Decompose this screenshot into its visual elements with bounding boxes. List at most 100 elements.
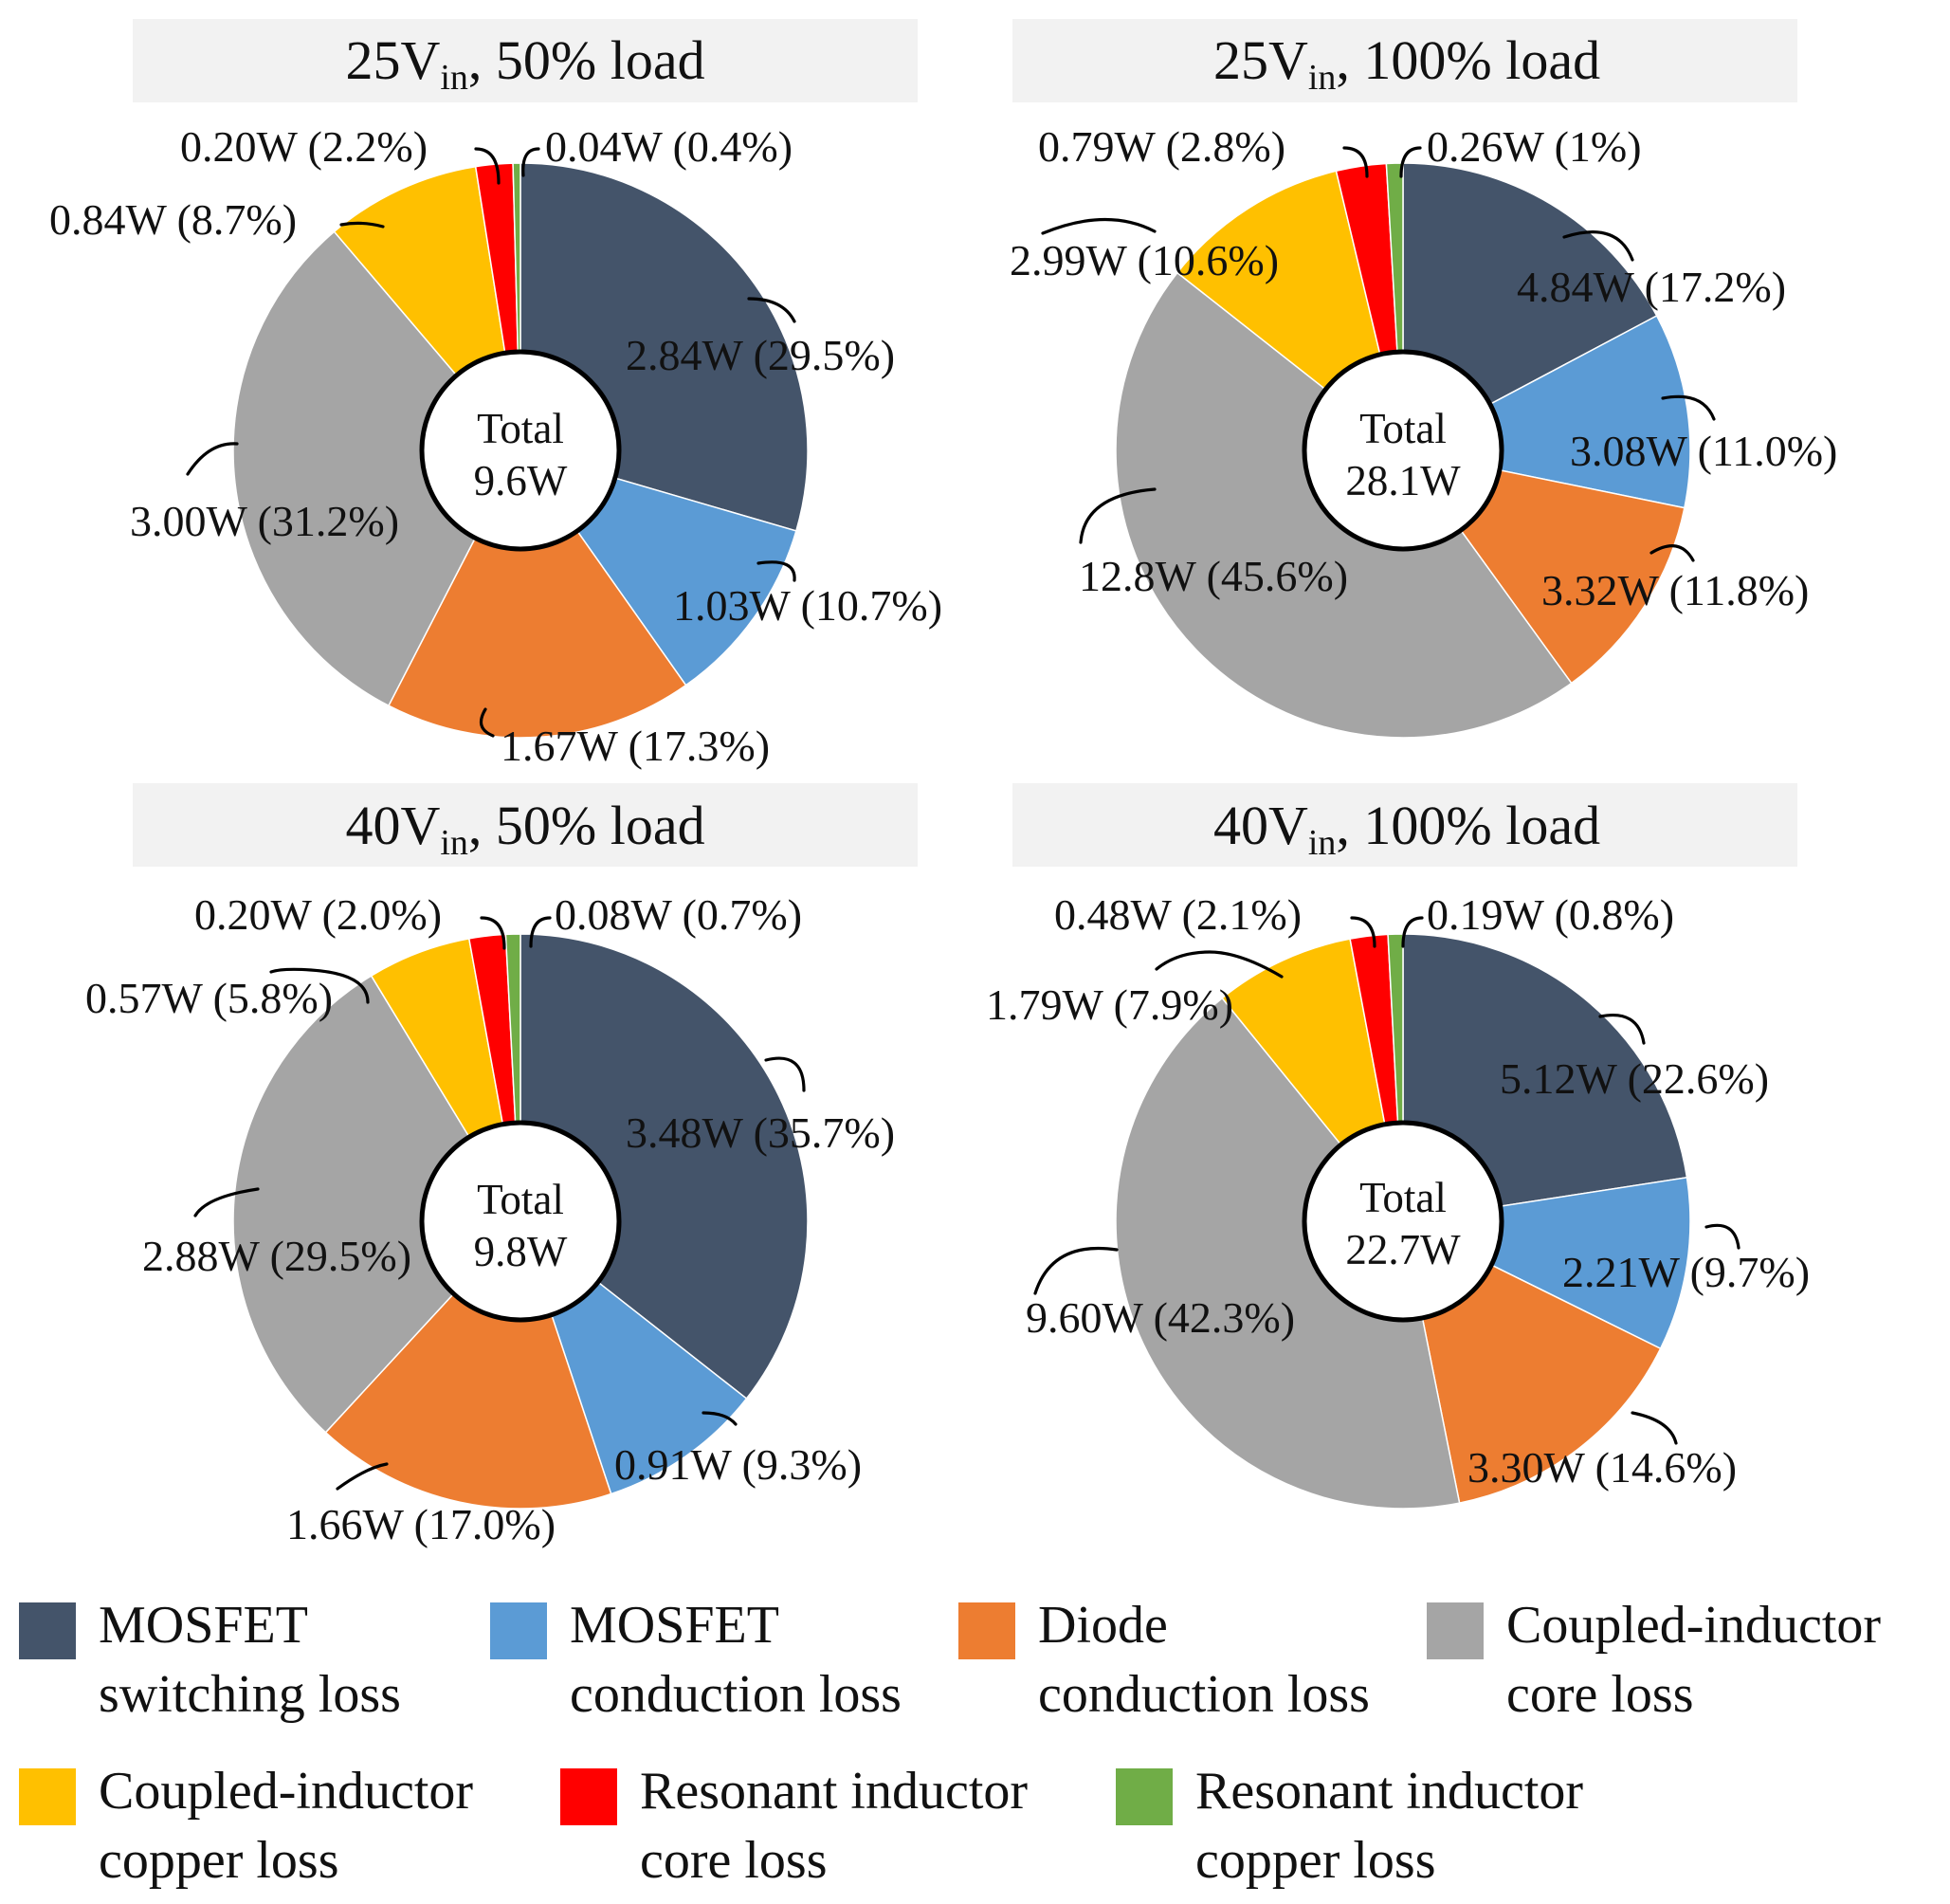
center-label-total: 9.8W [474,1228,568,1275]
legend-label-line-1: Resonant inductor [640,1762,1028,1821]
center-label-total: 22.7W [1345,1226,1461,1273]
pie-slice-mosfet-switching-loss [519,933,809,1401]
panel-title: 25Vin, 50% load [345,29,704,98]
data-label-diode-conduction-loss: 1.67W (17.3%) [501,722,770,770]
leader-line [336,1462,389,1491]
pie-panel-2: 25Vin, 100% load Total 28.1W 4.84W (17.2%) 3… [1010,19,1837,739]
leader-line [479,707,495,738]
data-label-mosfet-conduction-loss: 1.03W (10.7%) [673,581,942,630]
center-hole [419,1120,622,1323]
leader-line [1079,487,1157,544]
leader-line [474,147,501,185]
legend-label-line-1: MOSFET [570,1596,779,1655]
data-label-mosfet-conduction-loss: 2.21W (9.7%) [1562,1248,1810,1296]
data-label-mosfet-switching-loss: 3.48W (35.7%) [626,1108,895,1157]
data-label-mosfet-conduction-loss: 0.91W (9.3%) [614,1440,862,1489]
data-label-coupled-inductor-copper-loss: 1.79W (7.9%) [986,980,1233,1029]
leader-line [1631,1411,1678,1445]
pie-slice-coupled-inductor-core-loss [1115,997,1461,1510]
leader-line [1041,217,1157,235]
data-label-coupled-inductor-copper-loss: 0.57W (5.8%) [85,974,333,1022]
leader-line [1350,916,1376,948]
leader-line [1155,950,1284,979]
legend-label-line-2: switching loss [99,1665,401,1724]
center-label-title: Total [477,1176,564,1223]
data-label-resonant-inductor-core-loss: 0.20W (2.2%) [180,122,428,171]
legend-label-line-2: core loss [640,1831,828,1890]
leader-line [269,967,370,1004]
pie-panel-1: 25Vin, 50% load Total 9.6W 2.84W (29.5%) 1.0… [49,19,942,770]
data-label-coupled-inductor-copper-loss: 0.84W (8.7%) [49,195,297,244]
leader-line [1342,146,1369,178]
legend-label-line-2: core loss [1506,1665,1694,1724]
center-hole [419,349,622,552]
panel-title-box [1012,783,1797,867]
center-label-title: Total [1359,1174,1447,1221]
legend-swatch [1427,1602,1484,1659]
leader-line [1649,544,1695,562]
legend-swatch [19,1768,76,1825]
data-label-resonant-inductor-copper-loss: 0.19W (0.8%) [1427,890,1674,939]
legend-item-resonant-inductor-copper-loss: Resonant inductor copper loss [1116,1762,1583,1890]
legend-swatch [1116,1768,1173,1825]
legend-label-line-2: conduction loss [570,1665,902,1724]
pie-panel-4: 40Vin, 100% load Total 22.7W 5.12W (22.6%) 2… [986,783,1810,1510]
data-label-mosfet-switching-loss: 2.84W (29.5%) [626,331,895,379]
leader-line [339,221,385,229]
data-label-coupled-inductor-core-loss: 12.8W (45.6%) [1079,552,1348,600]
data-label-resonant-inductor-core-loss: 0.48W (2.1%) [1054,890,1302,939]
legend: MOSFET switching loss MOSFET conduction los… [19,1596,1881,1890]
legend-swatch [958,1602,1015,1659]
center-hole [1302,349,1504,552]
leader-line [193,1187,260,1217]
legend-label-line-2: copper loss [99,1831,339,1890]
data-label-coupled-inductor-core-loss: 2.88W (29.5%) [142,1232,411,1280]
legend-label-line-1: Coupled-inductor [1506,1596,1881,1655]
leader-line [529,916,552,948]
data-label-resonant-inductor-core-loss: 0.79W (2.8%) [1038,122,1285,171]
panel-title: 40Vin, 100% load [1213,795,1600,863]
leader-line [521,147,540,177]
center-label-title: Total [477,405,564,452]
data-label-diode-conduction-loss: 3.32W (11.8%) [1541,566,1809,614]
leader-line [702,1411,738,1426]
pie-slice-diode-conduction-loss [387,449,687,739]
data-label-coupled-inductor-core-loss: 3.00W (31.2%) [130,497,399,545]
legend-item-resonant-inductor-core-loss: Resonant inductor core loss [560,1762,1028,1890]
data-label-coupled-inductor-core-loss: 9.60W (42.3%) [1026,1293,1295,1342]
leader-line [764,1056,806,1092]
legend-swatch [490,1602,547,1659]
center-label-total: 28.1W [1345,457,1461,504]
leader-line [480,916,506,950]
legend-label-line-1: Resonant inductor [1195,1762,1583,1821]
data-label-coupled-inductor-copper-loss: 2.99W (10.6%) [1010,236,1279,284]
data-label-diode-conduction-loss: 1.66W (17.0%) [286,1500,556,1548]
legend-item-diode-conduction-loss: Diode conduction loss [958,1596,1370,1724]
legend-item-mosfet-conduction-loss: MOSFET conduction loss [490,1596,902,1724]
data-label-mosfet-switching-loss: 4.84W (17.2%) [1517,263,1786,311]
data-label-mosfet-conduction-loss: 3.08W (11.0%) [1570,427,1837,475]
pie-slice-mosfet-switching-loss [1402,933,1688,1222]
legend-item-coupled-inductor-copper-loss: Coupled-inductor copper loss [19,1762,473,1890]
legend-swatch [19,1602,76,1659]
panel-title-box [133,783,918,867]
leader-line [1399,146,1422,178]
pie-panels: 25Vin, 50% load Total 9.6W 2.84W (29.5%) 1.0… [49,19,1837,1548]
legend-label-line-2: conduction loss [1038,1665,1370,1724]
leader-line [1661,394,1716,421]
leader-line [747,297,796,323]
leader-line [186,442,239,476]
leader-line [1704,1223,1740,1250]
center-hole [1302,1120,1504,1323]
legend-label-line-2: copper loss [1195,1831,1436,1890]
legend-label-line-1: Coupled-inductor [99,1762,473,1821]
data-label-resonant-inductor-copper-loss: 0.26W (1%) [1427,122,1642,171]
leader-line [1562,230,1634,262]
pie-panel-3: 40Vin, 50% load Total 9.8W 3.48W (35.7%) 0.9… [85,783,918,1548]
legend-swatch [560,1768,617,1825]
leader-line [756,560,796,582]
center-label-total: 9.6W [474,457,568,504]
pie-slice-coupled-inductor-core-loss [232,230,521,707]
legend-label-line-1: MOSFET [99,1596,308,1655]
